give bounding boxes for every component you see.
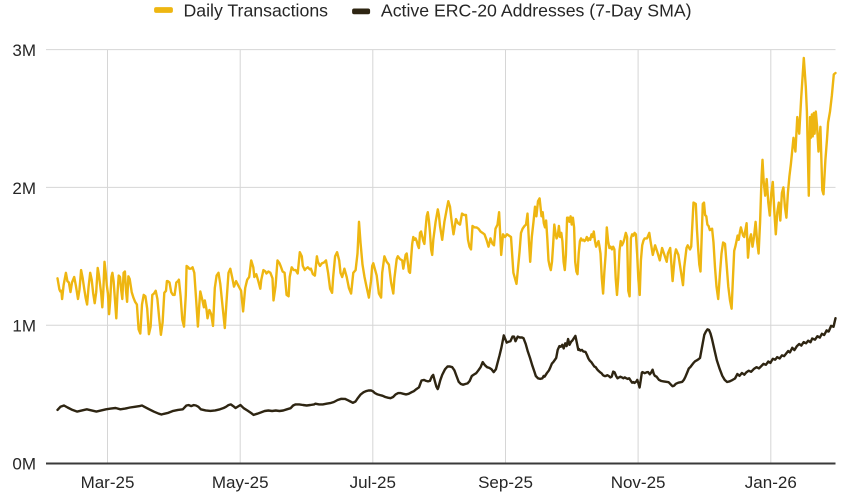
svg-text:Jul-25: Jul-25 <box>350 473 396 492</box>
svg-text:1M: 1M <box>12 317 36 336</box>
svg-text:0M: 0M <box>12 455 36 474</box>
svg-text:May-25: May-25 <box>212 473 269 492</box>
svg-text:Active ERC-20 Addresses (7-Day: Active ERC-20 Addresses (7-Day SMA) <box>381 1 692 21</box>
svg-text:3M: 3M <box>12 41 36 60</box>
svg-text:2M: 2M <box>12 179 36 198</box>
svg-text:Sep-25: Sep-25 <box>478 473 533 492</box>
svg-text:Mar-25: Mar-25 <box>81 473 135 492</box>
svg-text:Jan-26: Jan-26 <box>745 473 797 492</box>
svg-text:Daily Transactions: Daily Transactions <box>184 1 329 21</box>
svg-text:Nov-25: Nov-25 <box>611 473 666 492</box>
